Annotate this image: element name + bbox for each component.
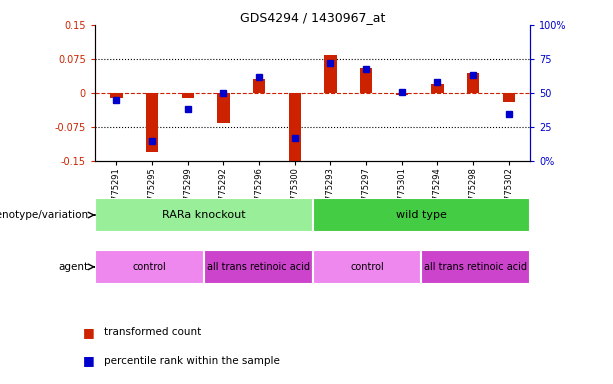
Bar bbox=[503, 93, 515, 102]
Bar bbox=[204, 250, 313, 284]
Bar bbox=[395, 93, 408, 95]
Title: GDS4294 / 1430967_at: GDS4294 / 1430967_at bbox=[240, 11, 386, 24]
Bar bbox=[421, 250, 530, 284]
Bar bbox=[95, 250, 204, 284]
Bar bbox=[289, 93, 301, 161]
Text: control: control bbox=[132, 262, 166, 272]
Bar bbox=[324, 55, 337, 93]
Text: genotype/variation: genotype/variation bbox=[0, 210, 89, 220]
Text: control: control bbox=[350, 262, 384, 272]
Bar bbox=[217, 93, 230, 122]
Bar bbox=[313, 198, 530, 232]
Text: wild type: wild type bbox=[396, 210, 447, 220]
Bar bbox=[95, 198, 313, 232]
Bar bbox=[467, 73, 479, 93]
Bar bbox=[146, 93, 158, 152]
Text: percentile rank within the sample: percentile rank within the sample bbox=[104, 356, 280, 366]
Bar bbox=[432, 84, 444, 93]
Bar bbox=[181, 93, 194, 98]
Bar bbox=[253, 79, 265, 93]
Bar bbox=[360, 68, 372, 93]
Text: all trans retinoic acid: all trans retinoic acid bbox=[424, 262, 527, 272]
Text: RARa knockout: RARa knockout bbox=[162, 210, 246, 220]
Text: transformed count: transformed count bbox=[104, 327, 202, 337]
Bar bbox=[313, 250, 422, 284]
Text: ■: ■ bbox=[83, 326, 95, 339]
Text: ■: ■ bbox=[83, 354, 95, 367]
Text: all trans retinoic acid: all trans retinoic acid bbox=[207, 262, 310, 272]
Bar bbox=[110, 93, 123, 98]
Text: agent: agent bbox=[59, 262, 89, 272]
